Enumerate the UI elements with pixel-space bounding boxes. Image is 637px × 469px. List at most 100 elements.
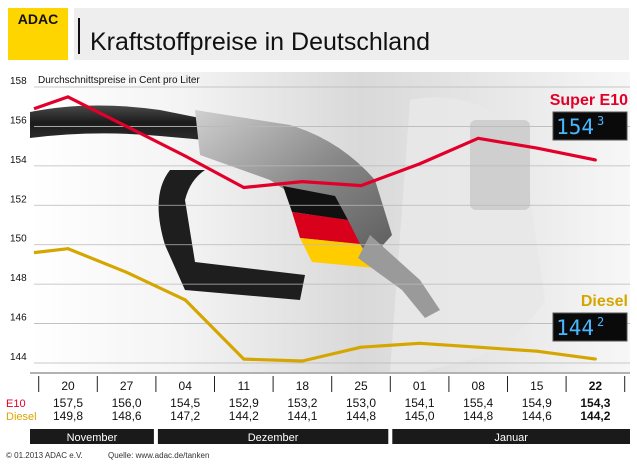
diesel-point [242,357,246,361]
month-label: Dezember [248,432,299,444]
e10-point [125,124,129,128]
footer: © 01.2013 ADAC e.V. Quelle: www.adac.de/… [6,451,209,460]
e10-value-label: 157,5 [53,396,83,410]
x-tick-label: 01 [413,379,427,393]
y-tick-label: 156 [10,115,27,126]
e10-point [300,180,304,184]
diesel-point [183,298,187,302]
y-tick-label: 144 [10,352,27,363]
e10-point [535,146,539,150]
row-label-e10: E10 [6,398,26,410]
header: ADAC Kraftstoffpreise in Deutschland [0,0,637,64]
diesel-point [66,247,70,251]
flag-black [283,186,348,220]
footer-copyright: © 01.2013 ADAC e.V. [6,451,83,460]
y-axis-label: Durchschnittspreise in Cent pro Liter [38,75,200,86]
diesel-point [300,359,304,363]
page-title: Kraftstoffpreise in Deutschland [90,28,430,56]
adac-logo-text: ADAC [18,11,58,27]
e10-value-label: 154,9 [522,396,552,410]
diesel-display-fraction: 2 [597,315,604,329]
diesel-value-label: 144,1 [287,409,317,423]
month-label: November [67,432,118,444]
flag-gold [300,238,375,268]
diesel-point [535,349,539,353]
x-tick-label: 20 [61,379,75,393]
diesel-value-label: 144,2 [229,409,259,423]
e10-value-label: 152,9 [229,396,259,410]
x-tick-label: 11 [238,379,251,393]
legend-diesel-label: Diesel [581,293,628,310]
diesel-point [359,345,363,349]
month-label: Januar [494,432,528,444]
e10-display-fraction: 3 [597,114,604,128]
diesel-value-label: 145,0 [405,409,435,423]
e10-point [183,154,187,158]
e10-display-value: 154 [556,115,594,139]
y-gridlines [34,86,630,364]
x-axis-strip [0,372,637,394]
series-lines [33,95,597,363]
e10-value-label: 155,4 [463,396,493,410]
x-tick-label: 18 [296,379,310,393]
title-accent [78,18,80,54]
x-tick-label: 15 [530,379,544,393]
diesel-price-display [552,312,628,342]
legend-e10: Super E10 154 3 [550,92,628,141]
month-bar [157,429,389,444]
value-table: E10 Diesel 157,5 156,0 154,5 152,9 153,2 153,… [6,396,611,423]
x-tick-label: 08 [472,379,486,393]
legend-diesel: Diesel 144 2 [552,293,628,342]
diesel-value-label: 144,8 [463,409,493,423]
x-tick-label: 04 [179,379,193,393]
x-tick-label: 22 [589,379,603,393]
month-bar [392,429,630,444]
nozzle-handle [158,170,305,300]
diesel-display-value: 144 [556,316,594,340]
e10-value-label: 153,0 [346,396,376,410]
e10-value-label: 156,0 [112,396,142,410]
flag-red [292,212,360,244]
diesel-value-label: 144,6 [522,409,552,423]
e10-value-label: 154,3 [580,396,610,410]
legend-e10-label: Super E10 [550,92,628,109]
y-tick-label: 158 [10,76,27,87]
x-tick-label: 27 [120,379,134,393]
diesel-value-label: 147,2 [170,409,200,423]
diesel-value-label: 148,6 [112,409,142,423]
diesel-point [593,357,597,361]
diesel-point [418,341,422,345]
diesel-point [476,345,480,349]
pump-panel [470,120,530,210]
e10-point [66,95,70,99]
e10-point [359,184,363,188]
e10-point [593,158,597,162]
diesel-point [125,270,129,274]
e10-value-label: 154,5 [170,396,200,410]
footer-source: Quelle: www.adac.de/tanken [108,451,209,460]
diesel-value-label: 144,2 [580,409,610,423]
y-tick-label: 154 [10,155,27,166]
month-bar [30,429,154,444]
y-tick-label: 152 [10,194,27,205]
e10-point [418,162,422,166]
plot-background [30,72,630,372]
y-tick-label: 150 [10,234,27,245]
x-tick-label: 25 [354,379,368,393]
e10-point [476,136,480,140]
adac-logo [8,8,68,60]
y-tick-label: 146 [10,313,27,324]
row-label-diesel: Diesel [6,411,37,423]
e10-price-display [552,111,628,141]
month-bars: November Dezember Januar [30,429,630,444]
e10-value-label: 153,2 [287,396,317,410]
diesel-value-label: 149,8 [53,409,83,423]
x-axis: 20 27 04 11 18 25 01 08 15 22 [30,372,630,393]
e10-value-label: 154,1 [405,396,435,410]
title-bar [74,8,629,60]
nozzle-spout [358,235,440,318]
y-axis-ticks: 144 146 148 150 152 154 156 158 [10,76,27,363]
diesel-value-label: 144,8 [346,409,376,423]
e10-point [242,186,246,190]
